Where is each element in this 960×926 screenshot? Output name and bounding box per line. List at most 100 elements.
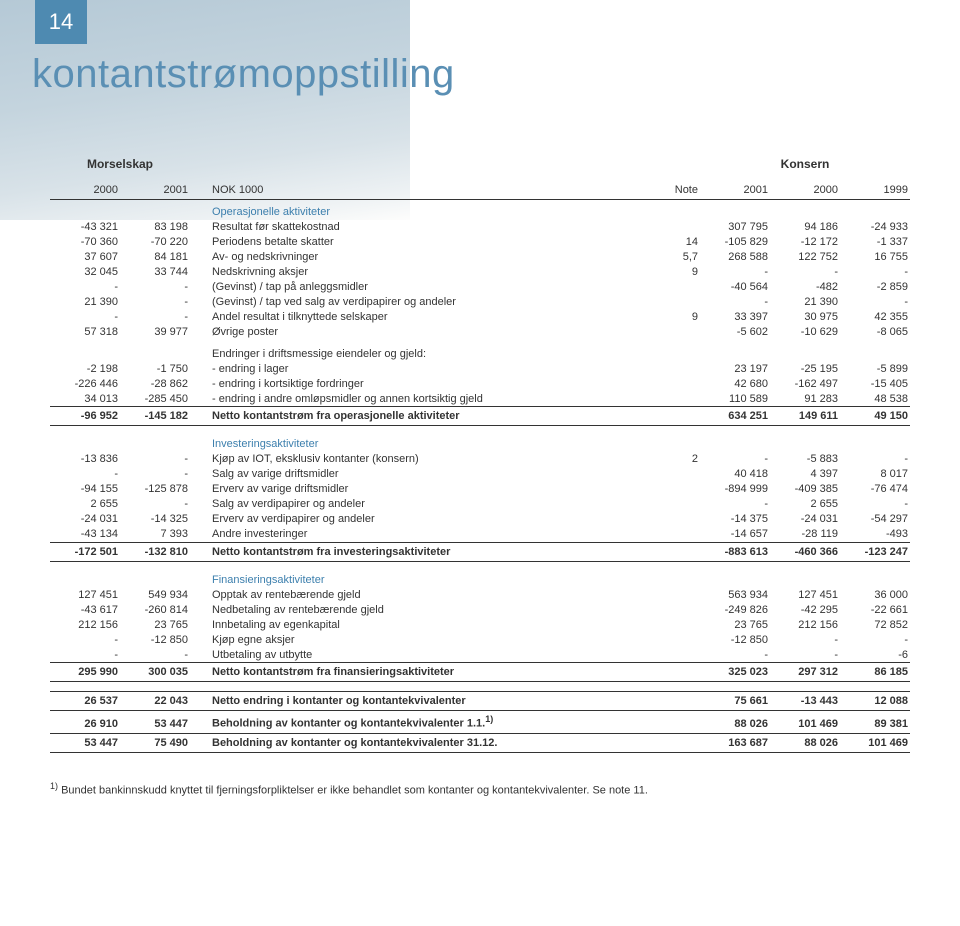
col-header: NOK 1000 xyxy=(190,183,664,200)
cell: - xyxy=(50,647,120,663)
cell: 88 026 xyxy=(770,733,840,752)
cell: Andel resultat i tilknyttede selskaper xyxy=(190,310,664,325)
cell: - xyxy=(700,452,770,467)
cell xyxy=(664,280,700,295)
cell: - xyxy=(770,647,840,663)
cell: - endring i kortsiktige fordringer xyxy=(190,376,664,391)
cell: -162 497 xyxy=(770,376,840,391)
cell: Kjøp av IOT, eksklusiv kontanter (konser… xyxy=(190,452,664,467)
cell: -28 119 xyxy=(770,527,840,543)
cell: 4 397 xyxy=(770,467,840,482)
cell: 86 185 xyxy=(840,663,910,682)
cell: -285 450 xyxy=(120,391,190,407)
cell: 163 687 xyxy=(700,733,770,752)
cell: - xyxy=(120,295,190,310)
cell: (Gevinst) / tap ved salg av verdipapirer… xyxy=(190,295,664,310)
cell: Opptak av rentebærende gjeld xyxy=(190,587,664,602)
cell xyxy=(664,733,700,752)
cell: 42 680 xyxy=(700,376,770,391)
cell: 53 447 xyxy=(50,733,120,752)
cell: 14 xyxy=(664,235,700,250)
cell: 32 045 xyxy=(50,265,120,280)
cell: Øvrige poster xyxy=(190,325,664,340)
cell: -28 862 xyxy=(120,376,190,391)
cell: 16 755 xyxy=(840,250,910,265)
cell: 75 661 xyxy=(700,692,770,711)
cell: 23 765 xyxy=(120,617,190,632)
cell xyxy=(664,407,700,426)
cell: -14 657 xyxy=(700,527,770,543)
cell: 21 390 xyxy=(770,295,840,310)
cell: -132 810 xyxy=(120,542,190,561)
table-row: -43 32183 198Resultat før skattekostnad3… xyxy=(50,220,910,235)
cell: -24 031 xyxy=(770,512,840,527)
cell: Netto endring i kontanter og kontantekvi… xyxy=(190,692,664,711)
cell: 7 393 xyxy=(120,527,190,543)
cell: 39 977 xyxy=(120,325,190,340)
cell: -10 629 xyxy=(770,325,840,340)
cell: - xyxy=(50,632,120,647)
cell: Netto kontantstrøm fra operasjonelle akt… xyxy=(190,407,664,426)
cell: -13 443 xyxy=(770,692,840,711)
cell: - xyxy=(700,647,770,663)
cell: 23 197 xyxy=(700,361,770,376)
cell: - endring i andre omløpsmidler og annen … xyxy=(190,391,664,407)
cell: Erverv av verdipapirer og andeler xyxy=(190,512,664,527)
cell: 634 251 xyxy=(700,407,770,426)
cell: -460 366 xyxy=(770,542,840,561)
cell xyxy=(664,587,700,602)
cell: 268 588 xyxy=(700,250,770,265)
cell xyxy=(664,497,700,512)
cell xyxy=(664,663,700,682)
cell: 40 418 xyxy=(700,467,770,482)
col-header: 1999 xyxy=(840,183,910,200)
table-row: 37 60784 181Av- og nedskrivninger5,7268 … xyxy=(50,250,910,265)
cell xyxy=(664,527,700,543)
col-header: 2001 xyxy=(700,183,770,200)
cell: 34 013 xyxy=(50,391,120,407)
header-group-row: Morselskap Konsern xyxy=(50,155,910,175)
cell: - xyxy=(700,265,770,280)
cell: -12 172 xyxy=(770,235,840,250)
table-row: -172 501-132 810Netto kontantstrøm fra i… xyxy=(50,542,910,561)
cell xyxy=(664,295,700,310)
footnote-marker: 1) xyxy=(50,781,58,791)
cell: -226 446 xyxy=(50,376,120,391)
cell: -145 182 xyxy=(120,407,190,426)
cell: 48 538 xyxy=(840,391,910,407)
cell: - xyxy=(770,265,840,280)
cell: -5 883 xyxy=(770,452,840,467)
cell: -5 602 xyxy=(700,325,770,340)
table-row: 21 390 -(Gevinst) / tap ved salg av verdi… xyxy=(50,295,910,310)
cell: -12 850 xyxy=(700,632,770,647)
cell: Nedbetaling av rentebærende gjeld xyxy=(190,602,664,617)
cell: Innbetaling av egenkapital xyxy=(190,617,664,632)
cell: 9 xyxy=(664,310,700,325)
cell xyxy=(664,482,700,497)
cell xyxy=(664,542,700,561)
cell: 57 318 xyxy=(50,325,120,340)
cell xyxy=(664,467,700,482)
cell: - xyxy=(840,632,910,647)
table-row: --Utbetaling av utbytte---6 xyxy=(50,647,910,663)
cell: -2 859 xyxy=(840,280,910,295)
cell: Beholdning av kontanter og kontantekviva… xyxy=(190,711,664,734)
cell: 127 451 xyxy=(50,587,120,602)
cell: - xyxy=(770,632,840,647)
cell: -482 xyxy=(770,280,840,295)
cell: -70 220 xyxy=(120,235,190,250)
cell: 212 156 xyxy=(50,617,120,632)
cell: -43 321 xyxy=(50,220,120,235)
summary-row: 53 44775 490Beholdning av kontanter og k… xyxy=(50,733,910,752)
cell: 84 181 xyxy=(120,250,190,265)
cell: 300 035 xyxy=(120,663,190,682)
cell: 2 655 xyxy=(770,497,840,512)
cell: -249 826 xyxy=(700,602,770,617)
table-row: --Salg av varige driftsmidler40 4184 397… xyxy=(50,467,910,482)
cell: -25 195 xyxy=(770,361,840,376)
section-head: Investeringsaktiviteter xyxy=(50,426,910,452)
cell: 8 017 xyxy=(840,467,910,482)
cell: -14 325 xyxy=(120,512,190,527)
cell: -24 031 xyxy=(50,512,120,527)
col-header: Note xyxy=(664,183,700,200)
